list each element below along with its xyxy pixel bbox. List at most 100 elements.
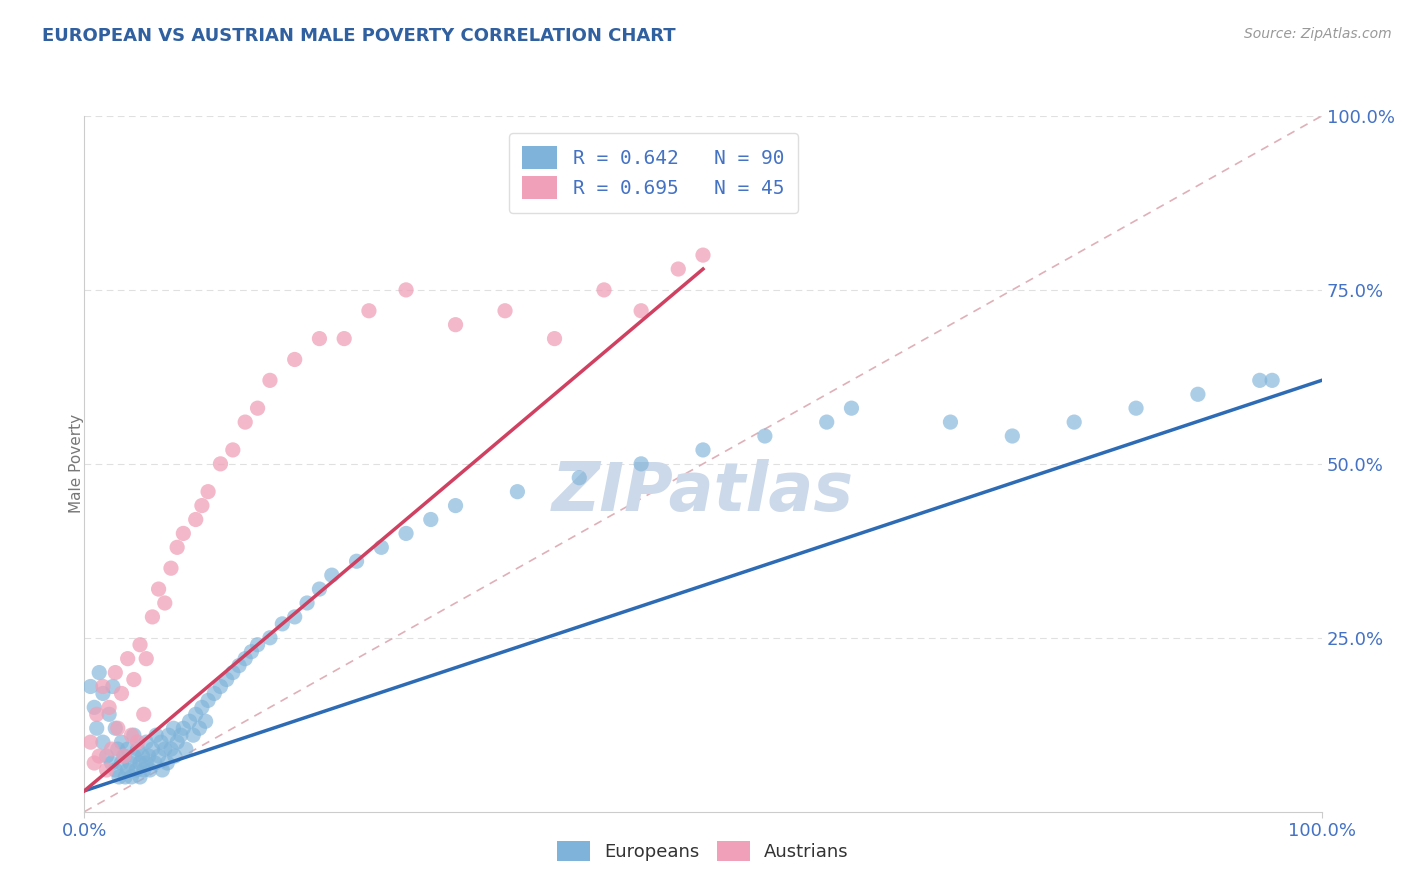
Point <box>259 373 281 387</box>
Point <box>127 742 149 756</box>
Point <box>112 749 135 764</box>
Point <box>153 742 176 756</box>
Point <box>153 596 176 610</box>
Point <box>89 665 111 680</box>
Point <box>215 673 238 687</box>
Point <box>172 721 194 735</box>
Point <box>79 735 101 749</box>
Point <box>89 749 111 764</box>
Point <box>494 303 516 318</box>
Point <box>96 749 118 764</box>
Point <box>163 749 186 764</box>
Point <box>166 735 188 749</box>
Point <box>129 770 152 784</box>
Point <box>108 770 131 784</box>
Point <box>91 686 114 700</box>
Point <box>395 283 418 297</box>
Point <box>630 303 652 318</box>
Point <box>370 541 392 555</box>
Point <box>96 763 118 777</box>
Text: Source: ZipAtlas.com: Source: ZipAtlas.com <box>1244 27 1392 41</box>
Point <box>444 499 467 513</box>
Point <box>333 332 356 346</box>
Point <box>174 742 197 756</box>
Point <box>150 735 173 749</box>
Point <box>112 749 135 764</box>
Point <box>100 756 122 770</box>
Point <box>271 616 294 631</box>
Point <box>125 763 148 777</box>
Text: EUROPEAN VS AUSTRIAN MALE POVERTY CORRELATION CHART: EUROPEAN VS AUSTRIAN MALE POVERTY CORREL… <box>42 27 676 45</box>
Point <box>666 262 689 277</box>
Point <box>284 352 307 367</box>
Point <box>122 749 145 764</box>
Point <box>308 582 330 596</box>
Point <box>122 673 145 687</box>
Point <box>1001 429 1024 443</box>
Point <box>120 770 142 784</box>
Point <box>197 693 219 707</box>
Point <box>135 735 157 749</box>
Point <box>117 763 139 777</box>
Point <box>145 728 167 742</box>
Point <box>139 763 162 777</box>
Point <box>98 700 121 714</box>
Point <box>568 471 591 485</box>
Point <box>1063 415 1085 429</box>
Point <box>1125 401 1147 416</box>
Point <box>295 596 318 610</box>
Point <box>191 700 214 714</box>
Point <box>543 332 565 346</box>
Point <box>110 686 132 700</box>
Point <box>754 429 776 443</box>
Point <box>692 442 714 457</box>
Point <box>148 582 170 596</box>
Point <box>79 680 101 694</box>
Point <box>104 665 127 680</box>
Point <box>122 728 145 742</box>
Point <box>228 658 250 673</box>
Point <box>135 651 157 665</box>
Point <box>1187 387 1209 401</box>
Text: ZIPatlas: ZIPatlas <box>553 458 853 524</box>
Point <box>107 742 129 756</box>
Point <box>184 512 207 526</box>
Y-axis label: Male Poverty: Male Poverty <box>69 414 83 514</box>
Point <box>101 680 124 694</box>
Point <box>209 680 232 694</box>
Point <box>191 499 214 513</box>
Point <box>120 728 142 742</box>
Point <box>240 645 263 659</box>
Point <box>160 742 183 756</box>
Point <box>815 415 838 429</box>
Point <box>162 721 184 735</box>
Point <box>209 457 232 471</box>
Point <box>346 554 368 568</box>
Point <box>132 707 155 722</box>
Point <box>98 707 121 722</box>
Point <box>160 561 183 575</box>
Point <box>630 457 652 471</box>
Point <box>179 714 201 729</box>
Point <box>132 763 155 777</box>
Point <box>222 442 245 457</box>
Point <box>91 680 114 694</box>
Point <box>135 756 157 770</box>
Point <box>188 721 211 735</box>
Point <box>129 756 152 770</box>
Point <box>419 512 441 526</box>
Point <box>150 763 173 777</box>
Point <box>233 415 256 429</box>
Point <box>143 756 166 770</box>
Point <box>114 770 136 784</box>
Point <box>1249 373 1271 387</box>
Point <box>166 541 188 555</box>
Point <box>86 721 108 735</box>
Point <box>148 749 170 764</box>
Point <box>131 749 153 764</box>
Point <box>129 638 152 652</box>
Point <box>107 721 129 735</box>
Point <box>357 303 380 318</box>
Point <box>184 707 207 722</box>
Point <box>83 700 105 714</box>
